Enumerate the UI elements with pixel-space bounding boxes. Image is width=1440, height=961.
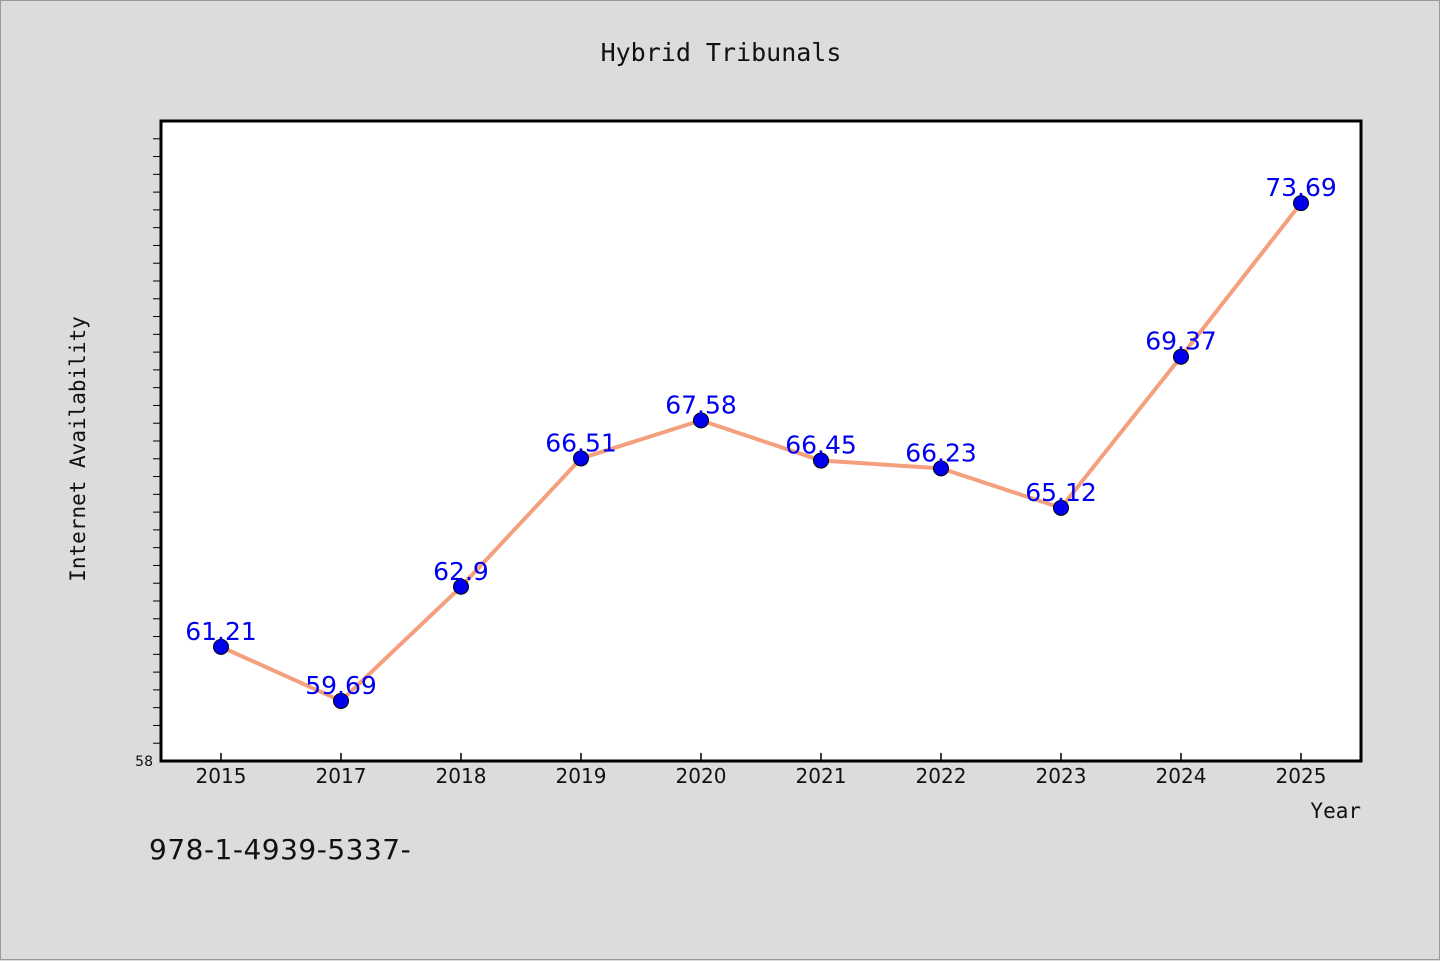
y-axis-label: Internet Availability: [66, 316, 90, 582]
data-point: [693, 412, 709, 429]
data-label: 66.51: [545, 428, 617, 457]
data-point: [1293, 195, 1309, 212]
x-tick-label: 2021: [796, 764, 847, 788]
x-tick-label: 2019: [556, 764, 607, 788]
footnote-text: 978-1-4939-5337-: [149, 833, 412, 866]
data-label: 59.69: [305, 671, 377, 700]
data-point: [333, 692, 349, 709]
x-tick-label: 2023: [1036, 764, 1087, 788]
data-point: [213, 638, 229, 655]
data-label: 67.58: [665, 390, 737, 419]
x-axis-ticks: 2015 2017 2018 2019 2020 2021 2022 2023 2024 2025: [196, 753, 1327, 788]
x-tick-label: 2024: [1156, 764, 1207, 788]
data-label: 69.37: [1145, 327, 1217, 356]
y-axis-ticks: 58: [135, 138, 161, 770]
data-label: 65.12: [1025, 478, 1097, 507]
x-axis-label: Year: [1310, 799, 1361, 823]
data-point: [1053, 499, 1069, 516]
data-point: [573, 450, 589, 467]
x-tick-label: 2020: [676, 764, 727, 788]
data-label: 62.9: [433, 557, 489, 586]
x-tick-label: 2025: [1276, 764, 1327, 788]
x-tick-label: 2017: [316, 764, 367, 788]
x-tick-label: 2015: [196, 764, 247, 788]
data-label: 73.69: [1265, 173, 1337, 202]
data-label: 61.21: [185, 617, 257, 646]
chart-title: Hybrid Tribunals: [601, 38, 842, 67]
data-point: [813, 452, 829, 469]
data-point: [1173, 348, 1189, 365]
series-line: [220, 201, 1303, 703]
series-layer: 61.21 59.69 62.9 66.51 67.58 66.45 66.23 65.12 6…: [185, 173, 1337, 709]
data-label: 66.45: [785, 431, 857, 460]
data-point: [933, 460, 949, 477]
data-label: 66.23: [905, 438, 977, 467]
x-tick-label: 2018: [436, 764, 487, 788]
y-tick-label: 58: [135, 754, 153, 770]
data-point: [453, 578, 469, 595]
x-tick-label: 2022: [916, 764, 967, 788]
